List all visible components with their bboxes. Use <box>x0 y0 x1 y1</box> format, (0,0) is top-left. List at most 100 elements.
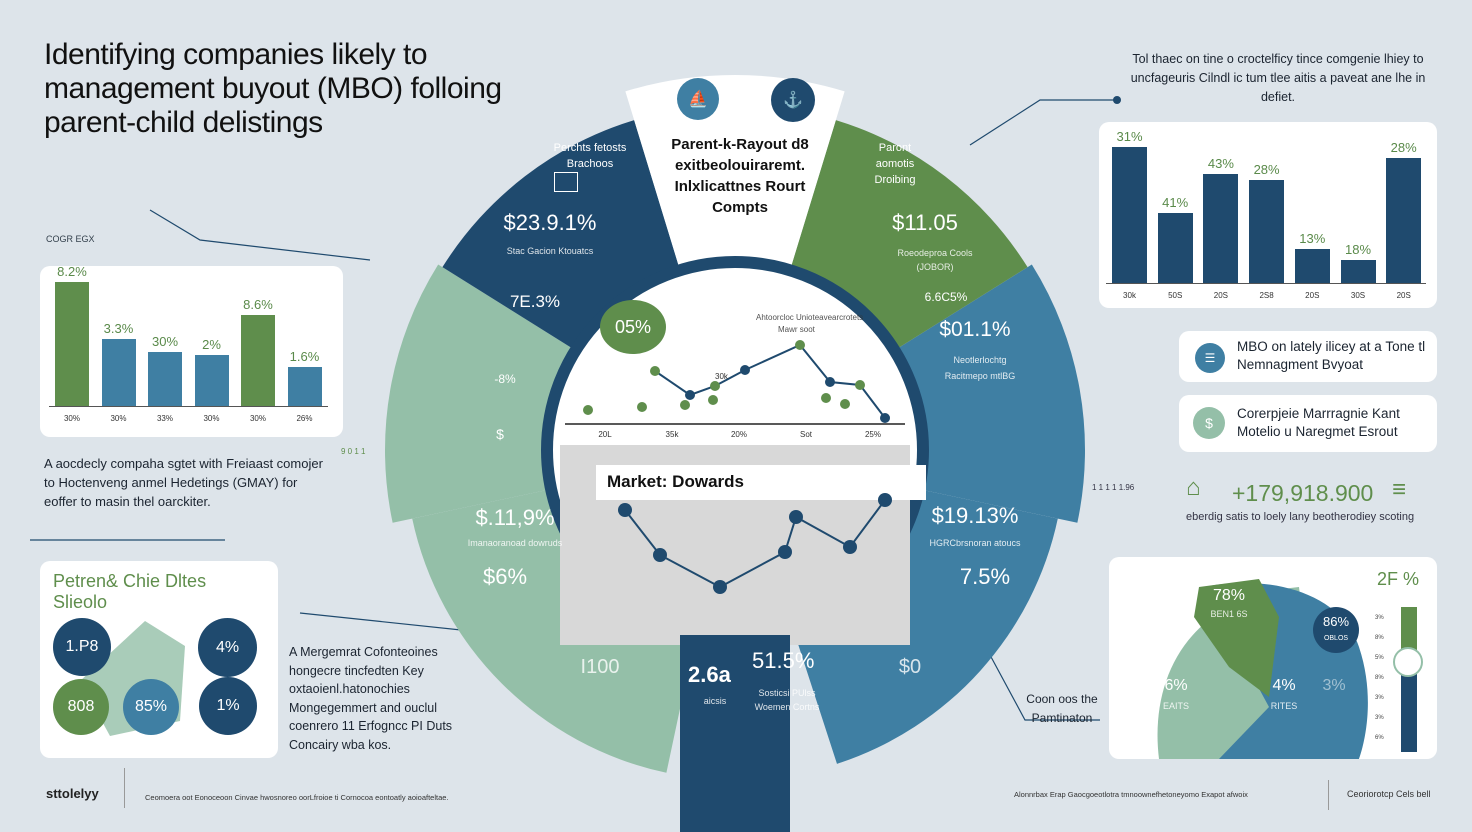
inner-point <box>710 381 720 391</box>
chart-growth-icon: ≡ <box>1392 476 1407 503</box>
seg-left-value2: -8% <box>494 372 516 386</box>
inner-point <box>708 395 718 405</box>
footer-divider <box>1328 780 1329 810</box>
bottom-mid-description: A Mergemrat Cofonteoines hongecre tincfe… <box>289 645 453 752</box>
bottom-box-value2: 51.5% <box>752 648 815 673</box>
inner-tick-label: Sot <box>799 430 812 439</box>
bar-tick-label: 50S <box>1168 291 1183 300</box>
bottom-box-sub: aicsis <box>703 696 727 706</box>
bar <box>148 351 182 406</box>
segment-lower-right <box>792 488 1058 764</box>
market-point <box>778 545 792 559</box>
stat-prefix: 1 1 1 1 1.96 <box>1092 483 1135 492</box>
bar <box>1249 180 1285 283</box>
bar-tick-label: 20S <box>1213 291 1228 300</box>
pie-badge-label: OBLOS <box>1323 635 1349 642</box>
house-icon: ⌂ <box>1186 474 1201 501</box>
info-item-1-text: MBO on lately ilicey at a Tone tl Nemnag… <box>1237 339 1426 372</box>
gauge-tick: 3% <box>1375 695 1384 701</box>
segment-top-center <box>625 74 845 274</box>
pie-card: 78% BEN1 6S 6% EAITS 4% RITES 3% 86% OBLO… <box>1109 557 1437 759</box>
pie-slice-1-value: 78% <box>1212 587 1246 604</box>
seg-top-left-value: $23.9.1% <box>503 210 597 235</box>
seg-top-right-label: Paront aomotis Droibing <box>874 142 916 186</box>
inner-point <box>650 366 660 376</box>
bar <box>1386 157 1422 283</box>
gauge-tick: 8% <box>1375 675 1384 681</box>
left-bar-chart-card: 8.2% 30% 3.3% 30% 30% 33% 2% 30% 8.6% 30% 1.6% 26% <box>40 264 343 437</box>
right-description: Tol thaec on tine o croctelficy tince co… <box>1130 52 1426 104</box>
segment-lower-left <box>412 488 697 773</box>
bar-tick-label: 33% <box>156 414 173 423</box>
inner-point <box>825 377 835 387</box>
pie-slice-3-label: RITES <box>1270 701 1298 711</box>
info-item-2: $ Corerpjeie Marrragnie Kant Motelio u N… <box>1179 395 1437 452</box>
right-bar-chart-card: 31% 30k 41% 50S 43% 20S 28% 2S8 13% 20S 18% 30S 28% 2… <box>1099 122 1437 308</box>
inner-point <box>821 393 831 403</box>
gauge-fill <box>1401 607 1417 652</box>
inner-tick-label: 20L <box>598 430 612 439</box>
gauge-tick: 3% <box>1375 715 1384 721</box>
stat-circle: 1.P8 <box>53 618 111 676</box>
dollar-icon: $ <box>496 426 504 442</box>
segment-left <box>385 264 579 523</box>
parent-child-card: Petren& Chie Dltes Slieolo 1.P8 4% 808 8… <box>40 561 278 758</box>
shield-icon: ☰ <box>1195 343 1225 373</box>
seg-top-left-label: Perchts fetosts Brachoos <box>553 142 627 170</box>
footer-right-text: Alonnrbax Erap Gaocgoeotlotra tmnoownefh… <box>1014 790 1248 799</box>
bar-data-label: 8.6% <box>243 297 273 313</box>
bottom-box-sub2: Sosticsi PUlss Woemen Cortns <box>754 688 820 712</box>
segment-right <box>891 264 1085 523</box>
card-title: Petren& Chie Dltes Slieolo <box>53 571 207 612</box>
bar-tick-label: 30S <box>1350 291 1366 300</box>
market-point <box>878 493 892 507</box>
connector-dot <box>1113 96 1121 104</box>
chart-caption: COGR EGX <box>46 234 95 244</box>
stat-circle: 808 <box>53 679 109 735</box>
market-point <box>653 548 667 562</box>
gauge-tick: 5% <box>1375 655 1384 661</box>
gauge-tick: 8% <box>1375 635 1384 641</box>
bar-tick-label: 26% <box>296 414 313 423</box>
pie-slice-2-label: EAITS <box>1162 701 1189 711</box>
inner-point <box>680 400 690 410</box>
bar-tick-label: 30% <box>110 414 127 423</box>
market-point <box>789 510 803 524</box>
stat-caption: eberdig satis to loely lany beotherodiey… <box>1186 511 1415 523</box>
inner-caption: Ahtoorcloc Unioteavearcrotets <box>756 313 864 322</box>
pie-slice-1-label: BEN1 6S <box>1210 609 1248 619</box>
info-item-2-text: Corerpjeie Marrragnie Kant Motelio u Nar… <box>1237 406 1400 439</box>
inner-point <box>855 380 865 390</box>
bar <box>287 366 322 406</box>
pie-slice-2-value: 6% <box>1164 677 1188 694</box>
bar-tick-label: 20S <box>1305 291 1320 300</box>
money-icon: $ <box>1193 407 1225 439</box>
seg-lower-left-value3: I100 <box>580 656 620 678</box>
seg-lower-left-value2: $6% <box>482 564 528 589</box>
bar-data-label: 28% <box>1253 162 1280 178</box>
bar-tick-label: 2S8 <box>1259 291 1274 300</box>
bottom-box <box>680 635 790 832</box>
inner-tick-label: 35k <box>665 430 679 439</box>
gauge-tick: 6% <box>1375 735 1384 741</box>
seg-lower-right-value: $19.13% <box>931 503 1019 528</box>
inner-point <box>583 405 593 415</box>
seg-left-value: 7E.3% <box>509 292 561 311</box>
inner-point <box>685 390 695 400</box>
bar <box>241 315 275 406</box>
seg-right-value-small: 6.6C5% <box>924 290 968 304</box>
bar-data-label: 13% <box>1299 231 1326 247</box>
bar <box>1340 260 1376 283</box>
seg-lower-right-sub: HGRCbrsnoran atoucs <box>929 538 1021 548</box>
inner-point <box>740 365 750 375</box>
bar-data-label: 28% <box>1390 139 1417 155</box>
bar-tick-label: 30% <box>249 414 266 423</box>
bar-tick-label: 20S <box>1396 291 1411 300</box>
stat-value: +179,918.900 <box>1232 480 1374 506</box>
inner-point <box>840 399 850 409</box>
inner-tick-label: 20% <box>730 430 747 439</box>
seg-lower-right-value3: $0 <box>898 656 922 678</box>
info-item-1: ☰ MBO on lately ilicey at a Tone tl Nemn… <box>1179 331 1437 382</box>
right-mid-text: Coon oos the Pamtinaton <box>1026 692 1098 725</box>
x-axis <box>49 406 328 407</box>
